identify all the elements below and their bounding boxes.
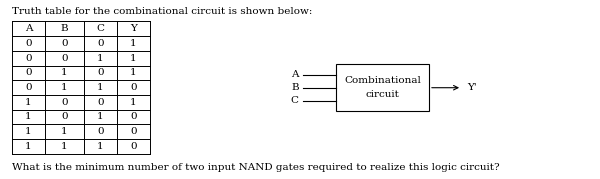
Text: Combinational: Combinational	[344, 76, 421, 85]
Text: 1: 1	[25, 112, 32, 121]
Text: circuit: circuit	[365, 90, 400, 99]
Text: 0: 0	[130, 83, 137, 92]
Text: 1: 1	[25, 98, 32, 107]
Text: 0: 0	[25, 68, 32, 77]
Text: A: A	[292, 70, 299, 79]
Text: 1: 1	[61, 83, 68, 92]
Text: 1: 1	[25, 127, 32, 136]
Text: 1: 1	[130, 39, 137, 48]
Text: 0: 0	[61, 54, 68, 63]
Text: C: C	[291, 96, 299, 105]
Text: 0: 0	[61, 112, 68, 121]
Text: 1: 1	[130, 68, 137, 77]
Text: 0: 0	[25, 39, 32, 48]
Text: 1: 1	[130, 54, 137, 63]
Text: 0: 0	[97, 127, 104, 136]
Text: A: A	[25, 24, 32, 33]
Text: B: B	[291, 83, 299, 92]
Text: 0: 0	[97, 98, 104, 107]
Text: 0: 0	[130, 127, 137, 136]
Text: 1: 1	[130, 98, 137, 107]
Bar	[336, 64, 429, 111]
Text: 1: 1	[25, 142, 32, 151]
Text: 1: 1	[97, 54, 104, 63]
Text: 1: 1	[97, 142, 104, 151]
Text: 1: 1	[97, 112, 104, 121]
Text: 0: 0	[130, 142, 137, 151]
Text: What is the minimum number of two input NAND gates required to realize this logi: What is the minimum number of two input …	[12, 163, 500, 172]
Text: Y': Y'	[467, 83, 476, 92]
Text: C: C	[97, 24, 104, 33]
Text: 0: 0	[130, 112, 137, 121]
Text: 0: 0	[25, 54, 32, 63]
Text: 0: 0	[97, 68, 104, 77]
Text: Y: Y	[130, 24, 137, 33]
Text: B: B	[61, 24, 68, 33]
Text: 1: 1	[61, 127, 68, 136]
Text: 1: 1	[97, 83, 104, 92]
Text: 0: 0	[61, 39, 68, 48]
Text: 0: 0	[25, 83, 32, 92]
Text: 1: 1	[61, 142, 68, 151]
Text: 0: 0	[61, 98, 68, 107]
Text: 1: 1	[61, 68, 68, 77]
Text: 0: 0	[97, 39, 104, 48]
Text: Truth table for the combinational circuit is shown below:: Truth table for the combinational circui…	[12, 7, 313, 16]
